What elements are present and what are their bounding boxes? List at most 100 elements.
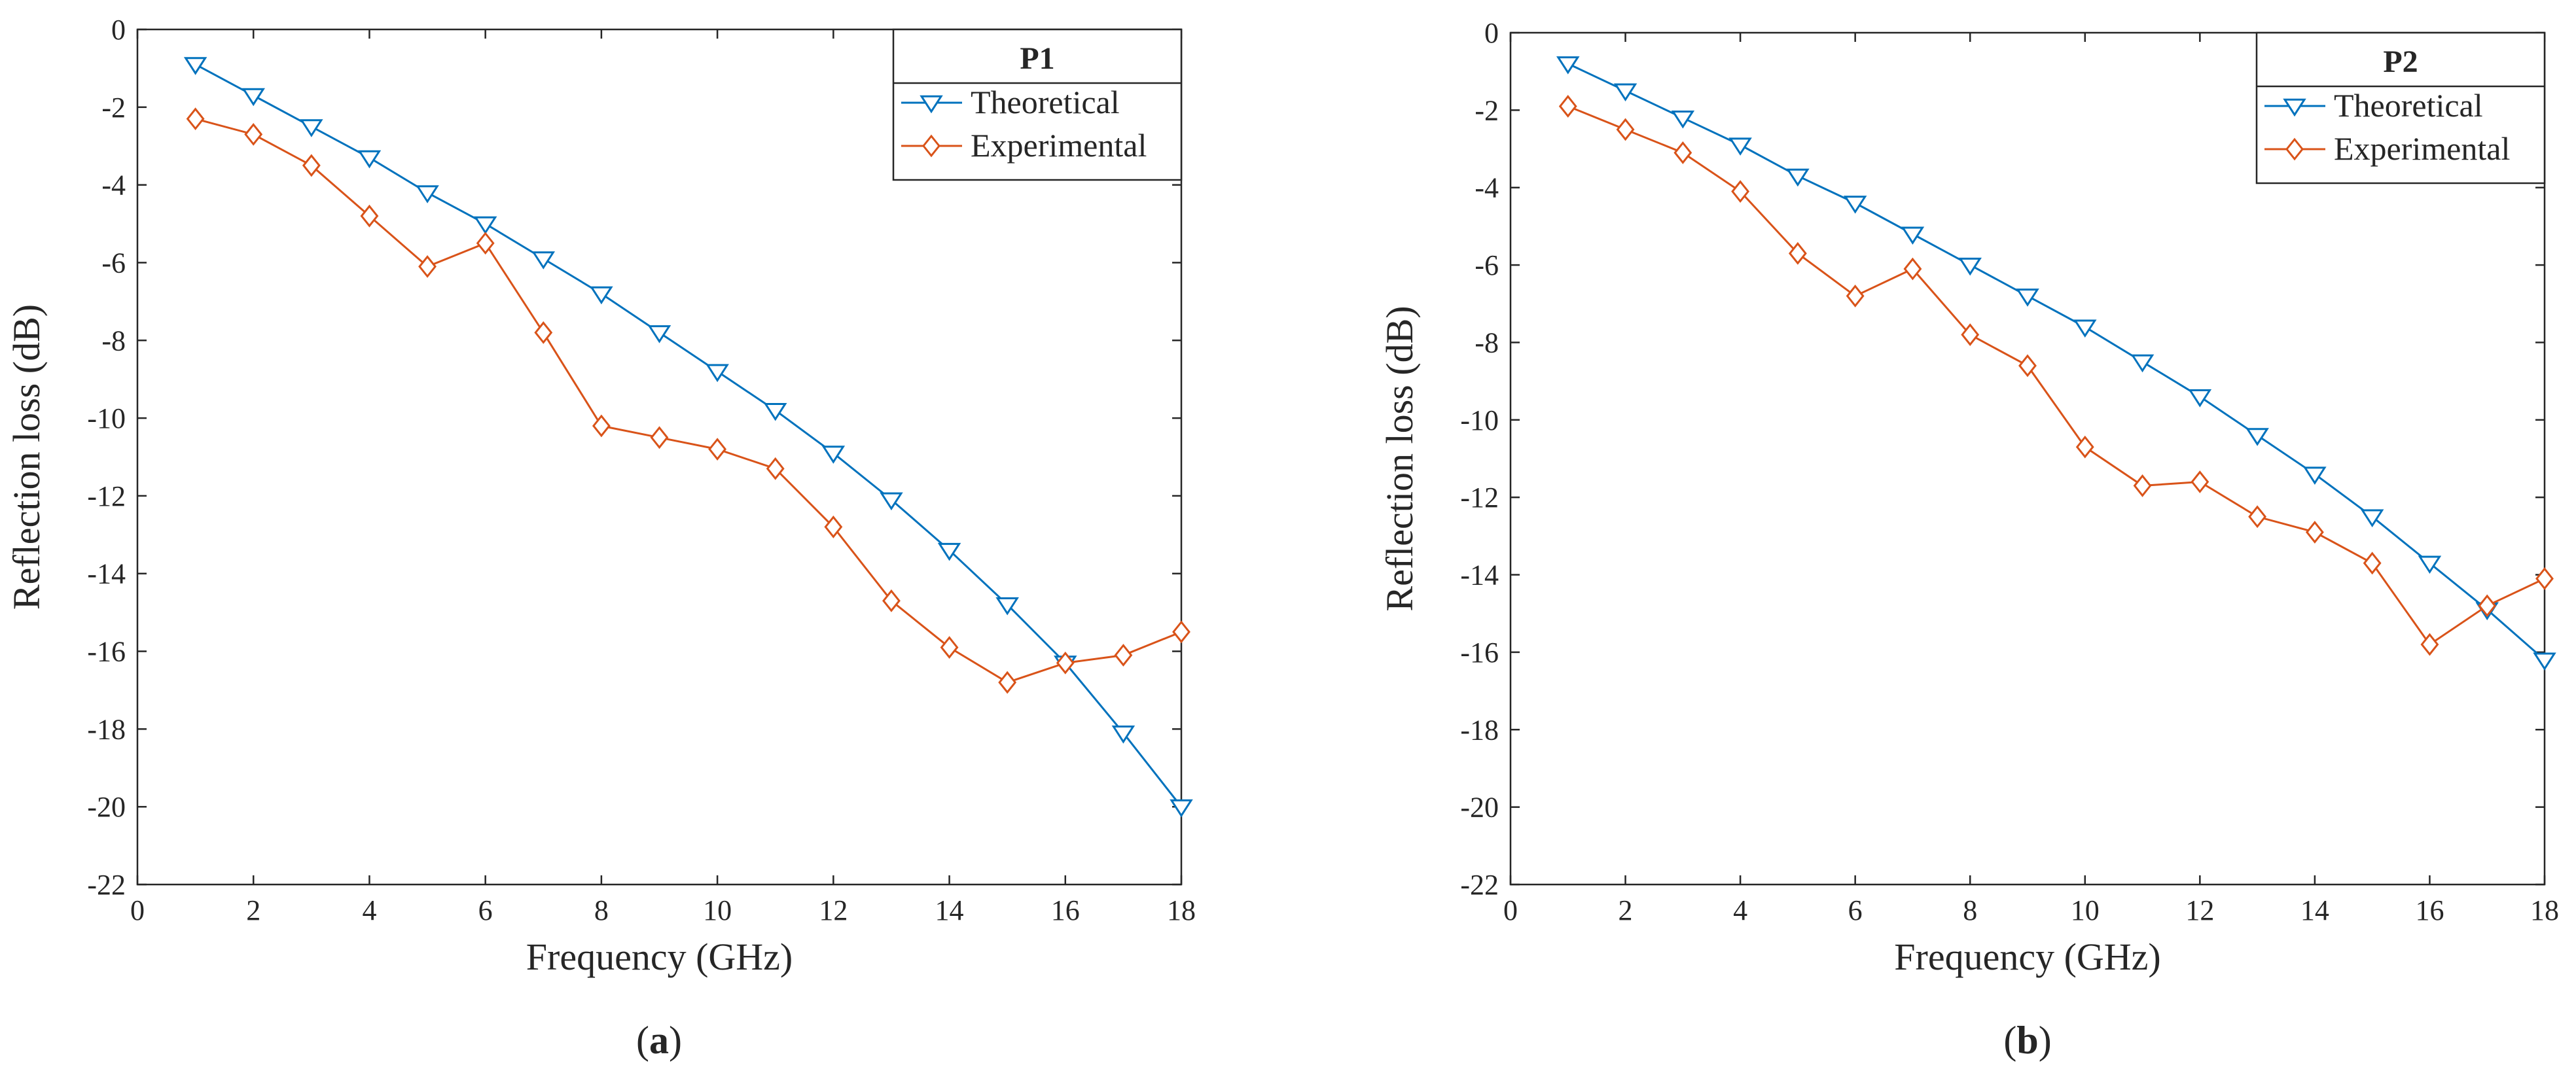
y-axis-title: Reflection loss (dB) [1378, 306, 1421, 611]
data-point-theoretical [2245, 428, 2269, 446]
panel-label-open: ( [636, 1019, 649, 1062]
plot-area-frame [1509, 31, 2546, 886]
data-point-experimental [1903, 257, 1922, 281]
data-point-theoretical [647, 325, 671, 343]
y-tick-label: -22 [87, 869, 126, 901]
panel-label-letter: b [2016, 1019, 2038, 1062]
legend-title: P1 [1020, 41, 1054, 76]
data-point-experimental [940, 636, 959, 659]
data-point-theoretical [2073, 319, 2097, 338]
panel-label-close: ) [669, 1019, 682, 1062]
legend-box [2255, 31, 2546, 184]
data-point-experimental [1731, 180, 1750, 203]
y-tick-label: -6 [101, 247, 126, 279]
data-point-theoretical [1958, 257, 1982, 276]
data-point-experimental [1558, 95, 1577, 118]
y-tick-label: -22 [1460, 869, 1499, 901]
data-point-experimental [650, 426, 669, 449]
x-tick-label: 6 [1848, 894, 1863, 926]
data-point-theoretical [2188, 389, 2212, 408]
y-tick-label: -8 [101, 324, 126, 357]
legend-label-experimental: Experimental [2334, 130, 2510, 167]
y-tick-label: -14 [87, 558, 126, 590]
x-tick-label: 12 [2185, 894, 2214, 926]
data-point-experimental [824, 516, 843, 538]
data-point-experimental [244, 123, 263, 146]
data-point-theoretical [1613, 83, 1637, 102]
data-point-experimental [1961, 323, 1980, 347]
data-point-experimental [592, 414, 611, 438]
legend-label-experimental: Experimental [971, 127, 1147, 164]
y-tick-label: -4 [101, 169, 126, 202]
data-point-experimental [2478, 594, 2497, 618]
series-line-experimental [1567, 105, 2545, 646]
data-point-experimental [2133, 474, 2152, 497]
data-point-theoretical [183, 57, 207, 75]
y-tick-label: -8 [1475, 326, 1499, 359]
x-tick-label: 2 [1619, 894, 1633, 926]
data-point-theoretical [2016, 289, 2039, 307]
series-line-experimental [195, 118, 1182, 684]
y-tick-label: -12 [1460, 482, 1499, 514]
data-point-theoretical [1843, 196, 1867, 214]
y-tick-label: -10 [87, 402, 126, 434]
x-tick-label: 4 [1733, 894, 1747, 926]
data-point-theoretical [880, 492, 903, 511]
y-tick-label: 0 [1484, 17, 1499, 49]
data-point-theoretical [531, 251, 556, 270]
x-tick-label: 0 [1503, 894, 1518, 926]
data-point-experimental [2420, 633, 2439, 656]
x-tick-label: 18 [2530, 894, 2559, 926]
data-point-experimental [418, 254, 437, 278]
x-tick-label: 14 [935, 894, 964, 926]
data-point-theoretical [763, 402, 787, 421]
y-tick-label: -18 [87, 713, 126, 745]
legend-box [892, 28, 1183, 181]
data-point-theoretical [1111, 726, 1136, 744]
data-point-experimental [708, 438, 727, 461]
y-tick-label: -16 [87, 636, 126, 668]
x-tick-label: 2 [246, 894, 260, 926]
data-point-theoretical [821, 446, 846, 464]
data-point-theoretical [706, 364, 729, 383]
data-point-experimental [1673, 141, 1692, 164]
x-tick-label: 14 [2300, 894, 2329, 926]
x-tick-label: 10 [2071, 894, 2100, 926]
legend-label-theoretical: Theoretical [2334, 87, 2483, 124]
x-tick-label: 4 [362, 894, 376, 926]
data-point-experimental [2018, 354, 2037, 377]
data-point-theoretical [1170, 799, 1193, 818]
y-tick-label: -20 [87, 791, 126, 823]
data-point-theoretical [2360, 509, 2384, 528]
data-point-theoretical [241, 88, 265, 107]
data-point-theoretical [995, 597, 1019, 616]
y-tick-label: 0 [111, 14, 126, 46]
x-tick-label: 18 [1167, 894, 1196, 926]
data-point-experimental [534, 321, 553, 344]
y-tick-label: -2 [101, 92, 126, 124]
data-point-experimental [1056, 651, 1075, 675]
data-point-theoretical [590, 286, 613, 305]
data-point-experimental [2248, 505, 2267, 529]
x-tick-label: 8 [1963, 894, 1977, 926]
data-point-experimental [476, 232, 495, 255]
data-point-experimental [1788, 241, 1807, 265]
x-tick-label: 8 [594, 894, 609, 926]
x-tick-label: 6 [478, 894, 493, 926]
data-point-experimental [2535, 567, 2554, 590]
x-axis-title: Frequency (GHz) [1894, 936, 2160, 978]
chart-panel-a: 0 2 4 6 8 10 12 14 16 18 0 -2 -4 -6 -8 -10 -12 -14 -16 -18 -… [5, 14, 1196, 1062]
panel-label-open: ( [2003, 1019, 2016, 1062]
x-tick-label: 16 [1051, 894, 1080, 926]
x-tick-label: 10 [703, 894, 732, 926]
panel-label: (a) [636, 1019, 682, 1062]
data-point-theoretical [2303, 466, 2327, 485]
data-point-theoretical [1556, 56, 1580, 75]
panel-label-close: ) [2039, 1019, 2052, 1062]
data-point-theoretical [1786, 168, 1810, 187]
legend-label-theoretical: Theoretical [971, 84, 1120, 120]
y-tick-label: -20 [1460, 792, 1499, 824]
data-point-theoretical [416, 185, 439, 203]
x-tick-label: 0 [130, 894, 145, 926]
